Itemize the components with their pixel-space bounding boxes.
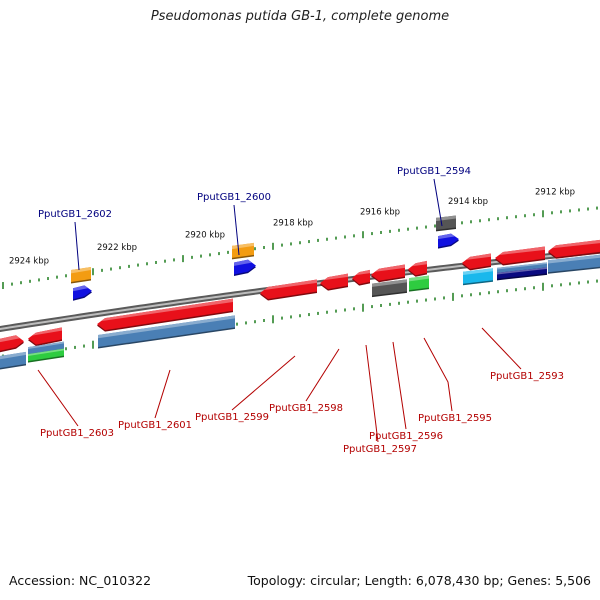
feature-highlight	[466, 253, 491, 260]
feature-cds	[0, 335, 24, 353]
feature-highlight	[232, 242, 254, 250]
kbp-label: 2918 kbp	[273, 219, 313, 229]
feature-gene	[0, 351, 26, 370]
feature-other	[409, 275, 429, 292]
kbp-label: 2920 kbp	[185, 231, 225, 241]
feature-highlight	[73, 285, 89, 292]
feature-highlight	[71, 267, 91, 274]
feature-highlight	[372, 279, 407, 287]
feature-cds	[320, 273, 348, 291]
feature-highlight	[32, 327, 62, 336]
callout-line	[305, 348, 340, 402]
feature-rrna	[234, 259, 256, 277]
gene-callouts: PputGB1_2602 PputGB1_2600 PputGB1_2594 Pput…	[37, 166, 564, 455]
feature-misc	[436, 215, 456, 232]
feature-highlight	[438, 233, 455, 240]
kbp-scale-labels: 2924 kbp 2922 kbp 2920 kbp 2918 kbp 2916 kbp…	[9, 188, 575, 267]
callout-line	[365, 344, 379, 443]
callout-line	[423, 337, 453, 412]
feature-rrna	[73, 285, 92, 301]
feature-highlight	[324, 273, 348, 281]
kbp-label: 2922 kbp	[97, 243, 137, 253]
feature-navy	[497, 267, 547, 281]
feature-cds	[408, 260, 427, 277]
feature-cds	[462, 253, 491, 271]
gene-label-bottom: PputGB1_2601	[118, 420, 192, 431]
feature-gene	[548, 254, 600, 274]
feature-highlight	[28, 348, 64, 357]
gene-label-bottom: PputGB1_2603	[40, 428, 114, 439]
feature-highlight	[0, 351, 26, 360]
feature-gene	[28, 341, 64, 356]
callout-line	[433, 178, 443, 227]
topology-label: Topology: circular; Length: 6,078,430 bp…	[247, 573, 591, 588]
callout-line	[481, 327, 522, 370]
kbp-label: 2916 kbp	[360, 208, 400, 218]
kbp-label: 2914 kbp	[448, 197, 488, 207]
feature-trna	[232, 242, 254, 260]
feature-trna	[71, 267, 91, 284]
gene-label-top: PputGB1_2600	[197, 192, 271, 203]
feature-highlight	[0, 335, 20, 343]
gene-label-bottom: PputGB1_2597	[343, 444, 417, 455]
feature-cds	[548, 239, 600, 259]
gene-label-top: PputGB1_2602	[38, 209, 112, 220]
feature-other	[28, 348, 64, 363]
kbp-label: 2912 kbp	[535, 188, 575, 198]
feature-highlight	[411, 260, 427, 267]
feature-highlight	[375, 264, 405, 272]
gene-label-bottom: PputGB1_2593	[490, 371, 564, 382]
feature-highlight	[28, 341, 64, 350]
feature-highlight	[101, 298, 233, 322]
kbp-label: 2924 kbp	[9, 257, 49, 267]
gene-label-bottom: PputGB1_2596	[369, 431, 443, 442]
feature-rrna	[438, 233, 459, 249]
feature-highlight	[409, 275, 429, 282]
feature-cds	[495, 246, 545, 266]
feature-gene	[98, 315, 235, 349]
gene-features	[0, 215, 600, 370]
callout-line	[74, 221, 80, 271]
feature-cds	[371, 264, 405, 283]
gene-label-bottom: PputGB1_2595	[418, 413, 492, 424]
feature-highlight	[463, 268, 493, 276]
map-title: Pseudomonas putida GB-1, complete genome	[150, 9, 450, 24]
callout-line	[233, 204, 240, 256]
feature-cds	[260, 279, 317, 301]
feature-cds	[28, 327, 62, 347]
feature-cds	[352, 269, 370, 286]
accession-label: Accession: NC_010322	[9, 573, 152, 588]
callout-line	[231, 355, 296, 411]
feature-highlight	[497, 262, 547, 270]
feature-highlight	[234, 259, 252, 266]
feature-highlight	[548, 254, 600, 264]
feature-cyan	[463, 268, 493, 286]
feature-highlight	[552, 239, 600, 249]
feature-highlight	[264, 279, 317, 291]
gene-label-bottom: PputGB1_2598	[269, 403, 343, 414]
feature-misc	[372, 279, 407, 298]
gene-label-top: PputGB1_2594	[397, 166, 471, 177]
feature-highlight	[499, 246, 545, 256]
feature-cds	[97, 298, 233, 332]
callout-line	[37, 369, 79, 427]
feature-highlight	[355, 269, 370, 276]
callout-line	[154, 369, 171, 419]
gene-label-bottom: PputGB1_2599	[195, 412, 269, 423]
callout-line	[392, 341, 407, 430]
feature-highlight	[98, 315, 235, 339]
feature-highlight	[497, 267, 547, 275]
